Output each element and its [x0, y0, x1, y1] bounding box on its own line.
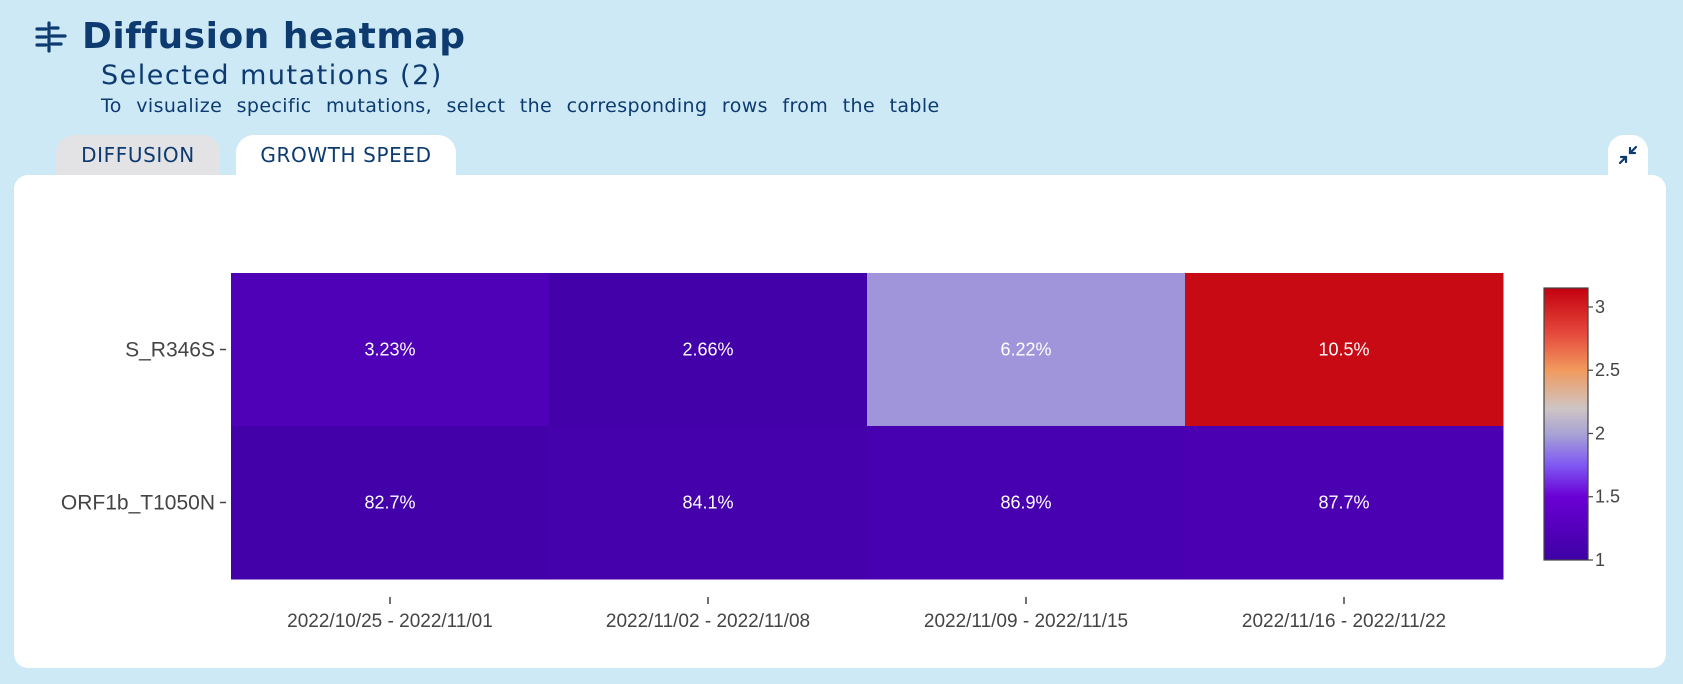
collapse-button[interactable]	[1608, 135, 1648, 175]
cell-value-label: 82.7%	[364, 493, 415, 513]
x-tick-label: 2022/11/02 - 2022/11/08	[606, 611, 810, 632]
heatmap-cell[interactable]	[549, 273, 868, 427]
heatmap-cell[interactable]	[231, 273, 550, 427]
tab-diffusion-label: DIFFUSION	[81, 143, 195, 167]
colorbar-tick-label: 2.5	[1595, 360, 1620, 380]
heatmap-filter-icon	[35, 20, 67, 53]
colorbar-tick-label: 2	[1595, 423, 1605, 443]
colorbar-tick-label: 3	[1595, 297, 1605, 317]
heatmap-cell[interactable]	[867, 273, 1186, 427]
x-tick-label: 2022/11/16 - 2022/11/22	[1242, 611, 1446, 632]
selection-hint: To visualize specific mutations, select …	[101, 95, 940, 117]
cell-value-label: 2.66%	[682, 340, 733, 360]
colorbar	[1543, 287, 1589, 561]
cell-value-label: 10.5%	[1318, 340, 1369, 360]
heatmap-cell[interactable]	[549, 426, 868, 580]
cell-value-label: 86.9%	[1000, 493, 1051, 513]
header: Diffusion heatmap	[34, 16, 465, 57]
selected-mutations-subtitle: Selected mutations (2)	[101, 60, 443, 91]
heatmap-cell[interactable]	[231, 426, 550, 580]
y-tick-label: S_R346S	[125, 339, 215, 362]
heatmap-chart: 3.23% 2.66% 6.22% 10.5% 82.7% 84.1% 86.9% 87.7%…	[61, 273, 1620, 632]
cell-value-label: 3.23%	[364, 340, 415, 360]
cell-value-label: 6.22%	[1000, 340, 1051, 360]
x-tick-label: 2022/11/09 - 2022/11/15	[924, 611, 1128, 632]
tab-growth-speed-label: GROWTH SPEED	[260, 143, 432, 167]
heatmap-cell[interactable]	[867, 426, 1186, 580]
tab-growth-speed[interactable]: GROWTH SPEED	[236, 135, 456, 175]
page-title: Diffusion heatmap	[82, 16, 466, 57]
colorbar-tick-label: 1.5	[1595, 487, 1620, 507]
cell-value-label: 87.7%	[1318, 493, 1369, 513]
tab-diffusion[interactable]: DIFFUSION	[56, 135, 220, 175]
x-tick-label: 2022/10/25 - 2022/11/01	[287, 611, 493, 632]
heatmap-cell[interactable]	[1185, 426, 1504, 580]
chart-panel: 3.23% 2.66% 6.22% 10.5% 82.7% 84.1% 86.9% 87.7%…	[14, 175, 1666, 668]
y-tick-label: ORF1b_T1050N	[61, 492, 215, 515]
collapse-arrows-icon	[1618, 145, 1638, 165]
heatmap-cell[interactable]	[1185, 273, 1504, 427]
cell-value-label: 84.1%	[682, 493, 733, 513]
colorbar-tick-label: 1	[1595, 550, 1605, 570]
